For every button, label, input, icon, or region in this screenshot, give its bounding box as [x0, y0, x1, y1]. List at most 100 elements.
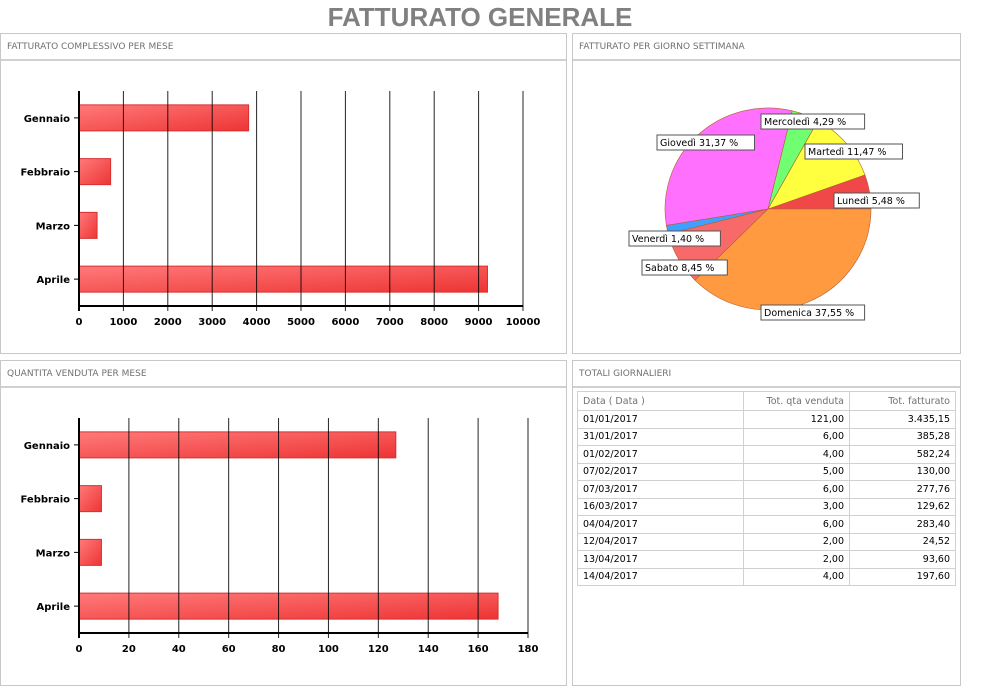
pie-label: Sabato 8,45 %	[645, 263, 714, 274]
x-tick-label: 180	[518, 644, 539, 655]
y-tick-label: Marzo	[36, 221, 70, 232]
pie-label-box	[628, 230, 721, 247]
qty-by-month-panel: QUANTITA VENDUTA PER MESE Gennaio Febbrai…	[0, 360, 567, 686]
table-row[interactable]: 13/04/2017 2,00 93,60	[577, 550, 956, 569]
bar-aprile	[78, 592, 499, 620]
panel-title: FATTURATO PER GIORNO SETTIMANA	[573, 34, 960, 61]
pie-label-box	[833, 192, 920, 209]
pie-slice	[694, 208, 872, 311]
x-tick-label: 10000	[506, 317, 541, 328]
cell-qty: 2,00	[743, 532, 850, 551]
x-tick-label: 120	[368, 644, 389, 655]
bar-febbraio	[78, 158, 112, 186]
cell-qty: 5,00	[743, 462, 850, 481]
revenue-bar-chart: Gennaio Febbraio Marzo Aprile 0 1000 2000 3000 4…	[20, 91, 541, 328]
x-tick-label: 9000	[465, 317, 493, 328]
cell-date: 07/02/2017	[577, 462, 744, 481]
cell-qty: 6,00	[743, 515, 850, 534]
x-tick-label: 80	[272, 644, 286, 655]
daily-totals-panel: TOTALI GIORNALIERI Data ( Data ) Tot. qt…	[572, 360, 961, 686]
x-tick-label: 4000	[243, 317, 271, 328]
table-row[interactable]: 04/04/2017 6,00 283,40	[577, 515, 956, 534]
cell-revenue: 277,76	[849, 480, 956, 499]
y-tick-label: Marzo	[36, 548, 70, 559]
table-row[interactable]: 01/01/2017 121,00 3.435,15	[577, 410, 956, 429]
table-row[interactable]: 01/02/2017 4,00 582,24	[577, 445, 956, 464]
cell-qty: 4,00	[743, 445, 850, 464]
x-tick-label: 2000	[154, 317, 182, 328]
x-tick-label: 100	[318, 644, 339, 655]
table-row[interactable]: 12/04/2017 2,00 24,52	[577, 532, 956, 551]
panel-title: FATTURATO COMPLESSIVO PER MESE	[1, 34, 566, 61]
pie-label: Mercoledì 4,29 %	[764, 117, 846, 128]
cell-date: 12/04/2017	[577, 532, 744, 551]
column-header-date[interactable]: Data ( Data )	[577, 391, 744, 411]
cell-date: 01/01/2017	[577, 410, 744, 429]
weekday-panel: FATTURATO PER GIORNO SETTIMANA Lunedì 5,…	[572, 33, 961, 354]
cell-qty: 2,00	[743, 550, 850, 569]
table-row[interactable]: 07/03/2017 6,00 277,76	[577, 480, 956, 499]
revenue-by-month-panel: FATTURATO COMPLESSIVO PER MESE Gennaio Fe…	[0, 33, 567, 354]
column-header-revenue[interactable]: Tot. fatturato	[849, 391, 956, 411]
y-tick-label: Gennaio	[24, 114, 70, 125]
y-tick-label: Gennaio	[24, 441, 70, 452]
table-row[interactable]: 31/01/2017 6,00 385,28	[577, 427, 956, 446]
cell-revenue: 130,00	[849, 462, 956, 481]
pie-label-box	[656, 134, 755, 151]
pie-label-box	[641, 259, 728, 276]
table-row[interactable]: 14/04/2017 4,00 197,60	[577, 567, 956, 586]
panel-title: QUANTITA VENDUTA PER MESE	[1, 361, 566, 388]
cell-revenue: 24,52	[849, 532, 956, 551]
cell-qty: 121,00	[743, 410, 850, 429]
page-title: FATTURATO GENERALE	[327, 2, 633, 32]
x-tick-label: 40	[172, 644, 186, 655]
y-tick-label: Febbraio	[20, 168, 70, 179]
weekday-pie-chart: Lunedì 5,48 % Martedì 11,47 % Mercoledì 4,…	[628, 107, 920, 321]
cell-revenue: 582,24	[849, 445, 956, 464]
x-tick-label: 3000	[198, 317, 226, 328]
qty-bar-chart: Gennaio Febbraio Marzo Aprile 0 20 40 60 80 100 12…	[20, 418, 539, 655]
bar-marzo	[78, 538, 102, 566]
cell-revenue: 283,40	[849, 515, 956, 534]
cell-date: 07/03/2017	[577, 480, 744, 499]
x-tick-label: 8000	[420, 317, 448, 328]
panel-title: TOTALI GIORNALIERI	[573, 361, 960, 388]
cell-qty: 4,00	[743, 567, 850, 586]
pie-label-box	[760, 304, 866, 321]
y-tick-label: Aprile	[37, 275, 71, 286]
cell-revenue: 93,60	[849, 550, 956, 569]
cell-date: 04/04/2017	[577, 515, 744, 534]
y-tick-label: Febbraio	[20, 495, 70, 506]
cell-date: 31/01/2017	[577, 427, 744, 446]
cell-revenue: 129,62	[849, 497, 956, 516]
cell-date: 16/03/2017	[577, 497, 744, 516]
bar-gennaio	[78, 431, 397, 459]
cell-revenue: 385,28	[849, 427, 956, 446]
x-tick-label: 0	[76, 644, 83, 655]
x-tick-label: 5000	[287, 317, 315, 328]
daily-totals-table: Data ( Data ) Tot. qta venduta Tot. fatt…	[577, 391, 956, 586]
x-tick-label: 6000	[331, 317, 359, 328]
pie-label-box	[760, 113, 866, 130]
cell-date: 01/02/2017	[577, 445, 744, 464]
pie-label: Giovedì 31,37 %	[660, 138, 738, 149]
x-tick-label: 160	[468, 644, 489, 655]
table-row[interactable]: 16/03/2017 3,00 129,62	[577, 497, 956, 516]
cell-date: 14/04/2017	[577, 567, 744, 586]
cell-qty: 6,00	[743, 427, 850, 446]
cell-qty: 6,00	[743, 480, 850, 499]
bar-gennaio	[78, 104, 250, 132]
x-tick-label: 7000	[376, 317, 404, 328]
pie-label: Martedì 11,47 %	[808, 147, 886, 158]
cell-revenue: 197,60	[849, 567, 956, 586]
x-tick-label: 140	[418, 644, 439, 655]
column-header-qty[interactable]: Tot. qta venduta	[743, 391, 850, 411]
y-tick-label: Aprile	[37, 602, 71, 613]
table-row[interactable]: 07/02/2017 5,00 130,00	[577, 462, 956, 481]
cell-qty: 3,00	[743, 497, 850, 516]
pie-label-box	[804, 143, 903, 160]
bar-aprile	[78, 265, 488, 293]
pie-label: Venerdì 1,40 %	[632, 234, 704, 245]
x-tick-label: 60	[222, 644, 236, 655]
cell-date: 13/04/2017	[577, 550, 744, 569]
